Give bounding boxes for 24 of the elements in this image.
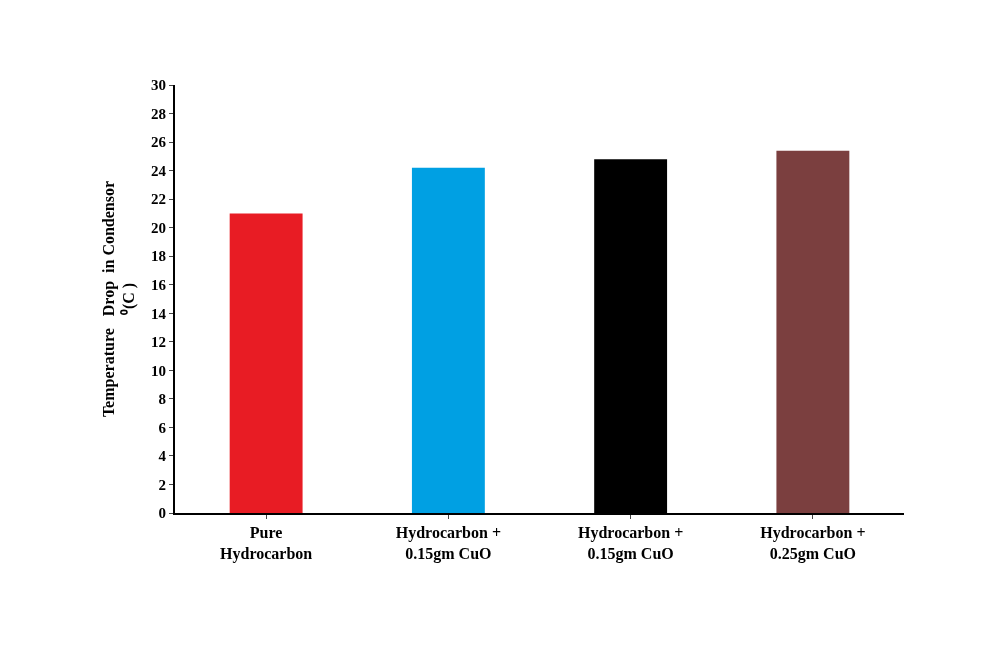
y-tick-label: 0: [158, 505, 166, 522]
y-tick-label: 8: [158, 391, 166, 408]
bar: [229, 213, 303, 513]
y-tick-label: 14: [151, 305, 167, 322]
y-tick-label: 30: [151, 77, 166, 94]
y-tick-label: 28: [151, 105, 166, 122]
y-tick-label: 18: [151, 248, 166, 265]
bar: [411, 167, 485, 513]
y-tick-label: 10: [151, 362, 166, 379]
y-tick-label: 12: [151, 334, 166, 351]
y-tick-label: 4: [158, 448, 167, 465]
x-tick-label: Hydrocarbon + 0.15gm CuO: [395, 524, 502, 563]
y-tick-label: 26: [151, 134, 167, 151]
y-tick-label: 6: [158, 419, 167, 436]
x-tick-label: Hydrocarbon + 0.25gm CuO: [760, 524, 866, 563]
y-axis-title: Temperature Drop in Condensor ⁰(C ): [99, 180, 139, 418]
y-tick-label: 2: [158, 476, 166, 493]
y-tick-label: 20: [151, 219, 166, 236]
x-tick-label: Hydrocarbon + 0.15gm CuO: [577, 524, 684, 563]
x-tick-label: Pure Hydrocarbon: [220, 524, 313, 563]
bar: [776, 150, 850, 513]
y-tick-label: 16: [151, 276, 167, 293]
y-tick-label: 22: [151, 191, 166, 208]
y-tick-label: 24: [151, 162, 167, 179]
